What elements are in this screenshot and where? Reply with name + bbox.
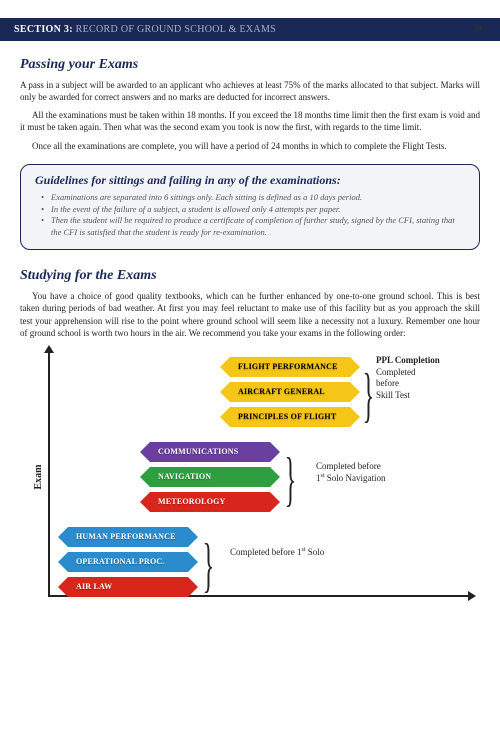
exam-box: NAVIGATION [150, 467, 270, 487]
exam-box: AIR LAW [68, 577, 188, 597]
guidelines-item: Examinations are separated into 6 sittin… [39, 192, 465, 204]
chart-annotation: Completed before 1st Solo [230, 547, 324, 559]
y-axis [48, 347, 50, 597]
exam-box: COMMUNICATIONS [150, 442, 270, 462]
page-number: 39 [474, 24, 482, 33]
y-axis-arrow-icon [44, 345, 54, 353]
guidelines-item: Then the student will be required to pro… [39, 215, 465, 239]
brace-icon: } [285, 449, 297, 509]
chart-annotation: PPL CompletionCompletedbeforeSkill Test [376, 355, 440, 402]
passing-p3: Once all the examinations are complete, … [20, 140, 480, 152]
exam-box: OPERATIONAL PROC. [68, 552, 188, 572]
exam-box: PRINCIPLES OF FLIGHT [230, 407, 350, 427]
exam-box: AIRCRAFT GENERAL [230, 382, 350, 402]
studying-heading: Studying for the Exams [20, 268, 480, 284]
section-number: SECTION 3: [14, 24, 73, 35]
y-axis-label: Exam [33, 464, 44, 489]
section-title: RECORD OF GROUND SCHOOL & EXAMS [73, 24, 276, 35]
studying-p1: You have a choice of good quality textbo… [20, 290, 480, 339]
exam-box: METEOROLOGY [150, 492, 270, 512]
passing-p1: A pass in a subject will be awarded to a… [20, 79, 480, 103]
exam-order-chart: Exam FLIGHT PERFORMANCE AIRCRAFT GENERAL P… [20, 347, 480, 607]
brace-icon: } [203, 535, 215, 595]
exam-box: FLIGHT PERFORMANCE [230, 357, 350, 377]
passing-p2: All the examinations must be taken withi… [20, 109, 480, 133]
exam-box: HUMAN PERFORMANCE [68, 527, 188, 547]
chart-annotation: Completed before1st Solo Navigation [316, 461, 386, 484]
guidelines-item: In the event of the failure of a subject… [39, 204, 465, 216]
guidelines-box: Guidelines for sittings and failing in a… [20, 164, 480, 251]
passing-heading: Passing your Exams [20, 57, 480, 73]
brace-icon: } [363, 365, 375, 425]
section-header-bar: SECTION 3: RECORD OF GROUND SCHOOL & EXA… [0, 18, 500, 41]
guidelines-heading: Guidelines for sittings and failing in a… [35, 173, 465, 188]
x-axis-arrow-icon [468, 591, 476, 601]
guidelines-list: Examinations are separated into 6 sittin… [35, 192, 465, 240]
